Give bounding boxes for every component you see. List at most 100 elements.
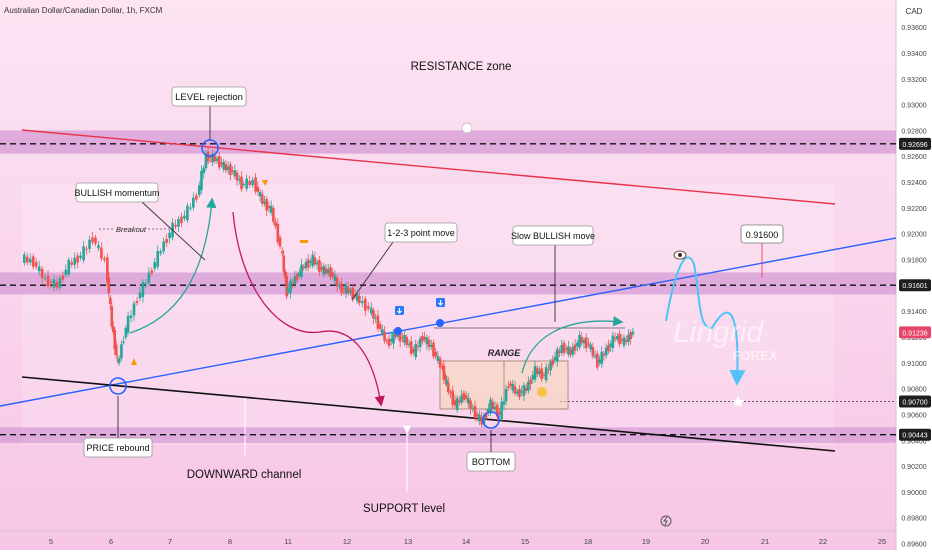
candle-body <box>524 387 528 391</box>
x-tick-label: 13 <box>404 537 412 546</box>
candle-body <box>527 381 530 391</box>
price-labels: 0.92696 0.91601 0.91236 0.90700 0.90443 <box>899 137 931 441</box>
y-tick-label: 0.91000 <box>901 361 926 368</box>
candle-body <box>258 191 262 197</box>
slow-bullish-arrow <box>521 316 624 374</box>
candle-body <box>109 297 112 304</box>
candle-body <box>280 251 284 254</box>
candle-body <box>596 353 599 368</box>
candle-body <box>555 349 559 362</box>
x-tick-label: 20 <box>701 537 709 546</box>
candle-body <box>52 279 56 288</box>
x-tick-label: 8 <box>228 537 232 546</box>
candle-body <box>61 275 65 280</box>
candle-body <box>309 261 312 263</box>
candle-body <box>79 255 82 258</box>
zone-resistance <box>0 130 896 154</box>
candle-body <box>58 277 62 288</box>
candle-body <box>484 413 488 418</box>
price-label-bg <box>899 279 931 292</box>
price-label-bg <box>899 428 931 441</box>
bullish-momentum-box <box>75 182 159 203</box>
candle-body <box>607 345 610 352</box>
candle-body <box>553 356 557 361</box>
price-label: 0.91236 <box>899 326 931 339</box>
candle-body <box>372 310 375 319</box>
candle-body <box>322 265 326 275</box>
candle-body <box>141 281 145 298</box>
candle-body <box>385 340 389 342</box>
candle-body <box>495 404 499 417</box>
y-tick-label: 0.91800 <box>901 258 926 265</box>
candle-body <box>153 262 157 269</box>
candle-body <box>159 251 163 254</box>
candle-body <box>412 349 415 353</box>
candle-body <box>124 327 128 338</box>
lightning-icon[interactable] <box>660 515 672 527</box>
y-tick-label: 0.90200 <box>901 464 926 471</box>
price-label: 0.92696 <box>899 137 931 150</box>
candle-body <box>267 205 271 209</box>
candle-body <box>233 170 237 177</box>
price-label-text: 0.91601 <box>902 283 927 290</box>
candle-body <box>197 185 201 195</box>
candle-body <box>282 255 286 272</box>
zone-support <box>0 427 896 443</box>
candle-body <box>441 367 444 369</box>
candle-body <box>423 336 426 340</box>
candle-body <box>451 390 455 405</box>
candle-body <box>40 268 44 278</box>
candle-body <box>286 288 290 292</box>
candle-body <box>237 179 241 181</box>
candle-body <box>229 164 232 176</box>
candle-body <box>609 343 612 347</box>
y-tick-label: 0.91400 <box>901 309 926 316</box>
candle-body <box>298 272 301 276</box>
candle-body <box>272 208 275 222</box>
candle-body <box>438 358 442 368</box>
candle-body <box>467 398 470 404</box>
candle-body <box>349 290 352 293</box>
candle-body <box>245 178 248 189</box>
bottom-label: BOTTOM <box>472 457 510 467</box>
y-tick-label: 0.90000 <box>901 490 926 497</box>
price-label: 0.90700 <box>899 395 931 408</box>
candle-body <box>518 389 521 398</box>
candle-body <box>220 162 223 165</box>
candle-body <box>338 285 341 287</box>
candle-body <box>502 401 506 405</box>
candle-body <box>562 342 566 354</box>
candle-body <box>132 303 136 316</box>
candle-body <box>34 262 38 267</box>
candle-body <box>407 343 411 346</box>
candle-body <box>180 216 183 224</box>
event-icon[interactable] <box>461 122 473 134</box>
rocket-icon <box>131 358 137 365</box>
point-move-box <box>384 222 458 243</box>
price-label-text: 0.91236 <box>902 330 927 337</box>
candle-body <box>302 266 306 269</box>
candle-body <box>85 248 88 250</box>
candle-body <box>222 161 226 170</box>
candle-body <box>444 375 447 380</box>
candle-body <box>575 342 579 347</box>
candle-body <box>200 170 203 190</box>
candle-body <box>376 315 380 329</box>
candle-body <box>55 281 59 288</box>
y-tick-label: 0.89800 <box>901 516 926 523</box>
candle-body <box>540 368 544 380</box>
candle-body <box>520 391 523 393</box>
candle-body <box>192 197 195 208</box>
candle-body <box>94 237 97 244</box>
target-label: 0.91600 <box>746 230 779 240</box>
candle-body <box>202 168 205 174</box>
candle-body <box>522 385 526 396</box>
candle-body <box>265 199 269 211</box>
x-tick-label: 14 <box>462 537 470 546</box>
candle-body <box>611 335 615 349</box>
watermark-logo: Lingrid <box>673 316 764 349</box>
candle-body <box>469 400 472 410</box>
candle-body <box>242 183 246 185</box>
candle-body <box>213 155 217 162</box>
